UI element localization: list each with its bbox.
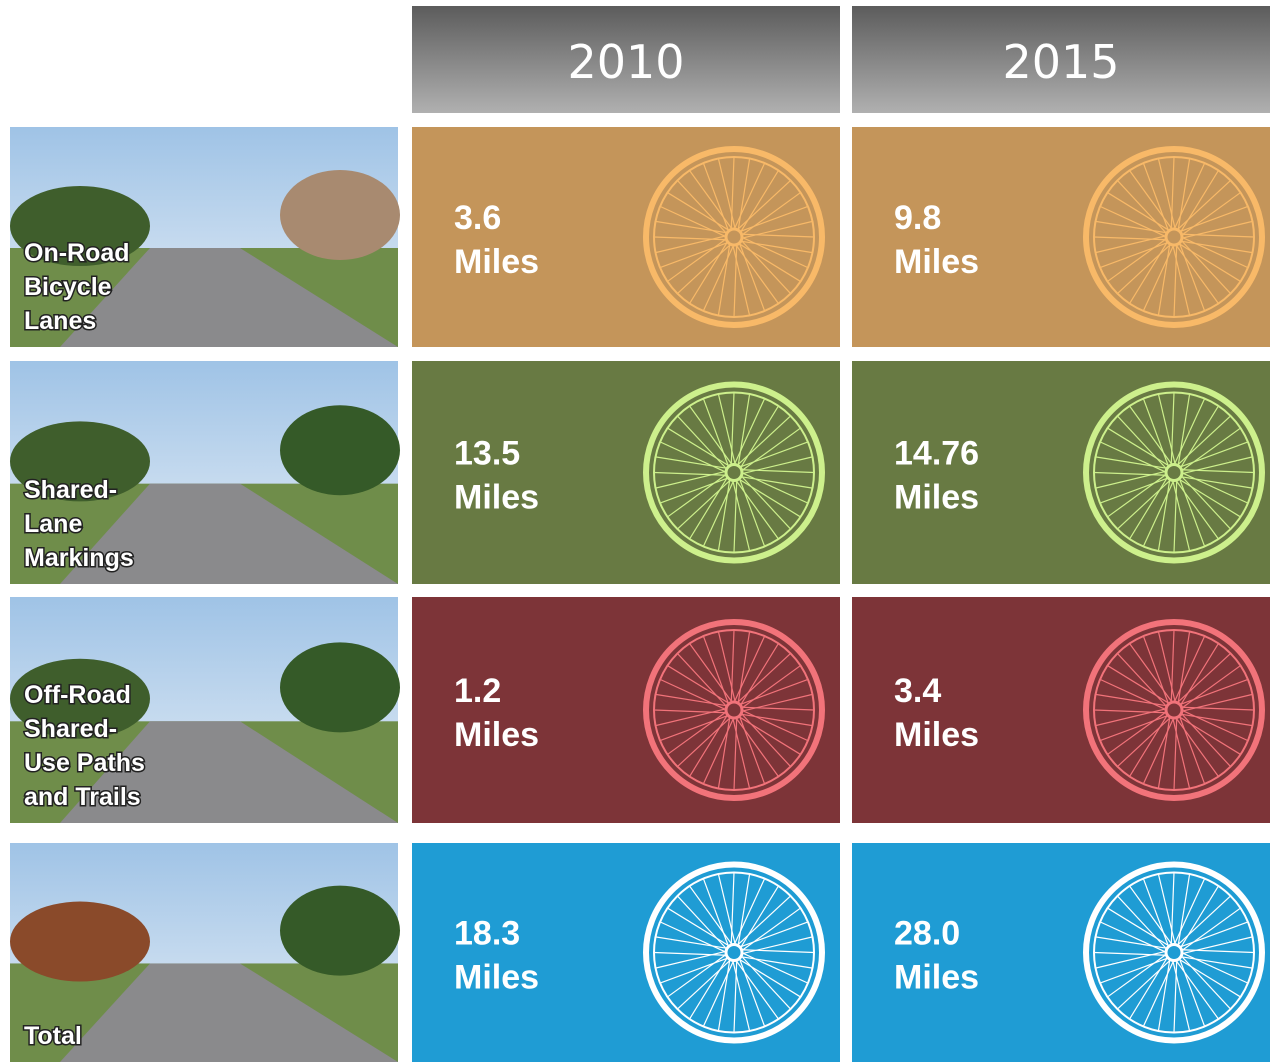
row-label: Total (24, 1022, 82, 1050)
row-label: Shared- (24, 715, 117, 743)
cell-value: 3.6 (454, 199, 501, 237)
cell-unit: Miles (894, 716, 979, 754)
cell-unit: Miles (894, 959, 979, 997)
infographic: 2010 2015 On-Road Bicycle Lanes 3.6 Miles 9.8 Mi… (0, 0, 1270, 1062)
row-label: Use Paths (24, 749, 145, 777)
cell-unit: Miles (454, 716, 539, 754)
cell-value: 28.0 (894, 915, 960, 953)
row-label: Bicycle (24, 273, 112, 301)
cell (852, 361, 1270, 584)
cell-value: 14.76 (894, 435, 979, 473)
cell-value: 9.8 (894, 199, 941, 237)
photo-tree (280, 886, 400, 976)
cell-value: 3.4 (894, 672, 941, 710)
cell-unit: Miles (894, 479, 979, 517)
cell-unit: Miles (454, 959, 539, 997)
column-header-text: 2010 (567, 35, 684, 89)
cell-value: 1.2 (454, 672, 501, 710)
cell (852, 843, 1270, 1062)
row-label: Lanes (24, 307, 96, 335)
row-label: Markings (24, 544, 134, 572)
cell-value: 13.5 (454, 435, 520, 473)
cell-unit: Miles (454, 243, 539, 281)
column-header-text: 2015 (1002, 35, 1119, 89)
photo-tree (280, 405, 400, 495)
cell-unit: Miles (894, 243, 979, 281)
cell-unit: Miles (454, 479, 539, 517)
cell (852, 127, 1270, 347)
photo-tree (280, 170, 400, 260)
row-label: On-Road (24, 239, 130, 267)
photo-tree (280, 642, 400, 732)
row-label: Shared- (24, 476, 117, 504)
row-label: and Trails (24, 783, 141, 811)
page: 2010 2015 On-Road Bicycle Lanes 3.6 Miles 9.8 Mi… (0, 0, 1270, 1062)
photo-tree (10, 902, 150, 982)
cell-value: 18.3 (454, 915, 520, 953)
row-label: Lane (24, 510, 82, 538)
row-label: Off-Road (24, 681, 131, 709)
